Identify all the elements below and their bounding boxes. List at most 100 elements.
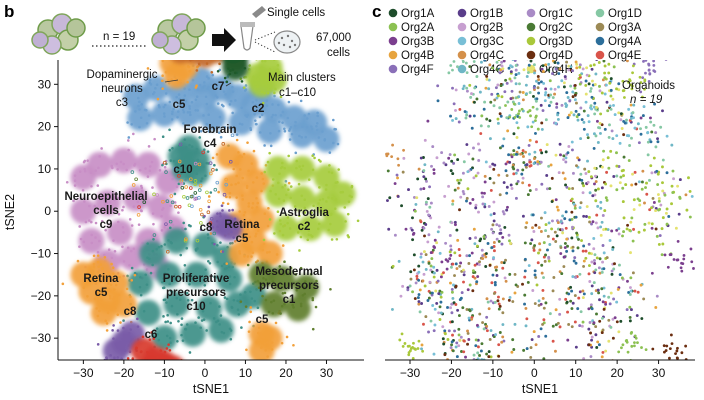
- data-point: [455, 355, 459, 359]
- legend-item: Org4G: [457, 64, 505, 76]
- data-point: [601, 158, 605, 162]
- data-point: [422, 322, 425, 326]
- cluster-points-c9: [65, 132, 187, 285]
- data-point: [448, 153, 452, 156]
- data-point: [180, 384, 183, 387]
- data-point: [228, 103, 232, 106]
- data-point: [422, 250, 426, 254]
- data-point: [597, 291, 601, 295]
- data-point: [228, 209, 231, 212]
- data-point: [312, 204, 315, 208]
- data-point: [344, 220, 347, 223]
- data-point: [427, 296, 431, 300]
- data-point: [511, 300, 515, 304]
- data-point: [480, 60, 483, 64]
- data-point: [631, 271, 635, 275]
- data-point: [422, 156, 425, 159]
- data-point: [539, 80, 543, 84]
- data-point: [181, 372, 184, 375]
- legend-item: Org1C: [526, 8, 573, 20]
- data-point: [680, 351, 684, 355]
- data-point: [180, 323, 183, 327]
- data-point: [169, 204, 172, 207]
- data-point: [177, 159, 182, 164]
- data-point: [151, 249, 155, 253]
- data-point: [250, 162, 254, 165]
- data-point: [482, 327, 486, 331]
- data-point: [132, 205, 136, 208]
- data-point: [293, 205, 297, 208]
- data-point: [498, 112, 502, 116]
- data-point: [429, 216, 433, 220]
- data-point: [566, 310, 570, 314]
- data-point: [514, 283, 518, 287]
- data-point: [678, 196, 682, 200]
- data-point: [126, 139, 130, 142]
- data-point: [254, 222, 257, 225]
- data-point: [330, 197, 334, 200]
- data-point: [493, 98, 497, 102]
- cluster-label-c10: c10: [173, 164, 192, 176]
- data-point: [426, 119, 430, 123]
- data-point: [258, 115, 262, 119]
- data-point: [505, 81, 509, 85]
- data-point: [449, 281, 452, 285]
- data-point: [180, 186, 185, 190]
- data-point: [489, 188, 493, 192]
- data-point: [539, 302, 543, 306]
- data-point: [412, 341, 415, 345]
- data-point: [487, 307, 491, 311]
- data-point: [617, 88, 621, 92]
- data-point: [482, 191, 486, 195]
- data-point: [468, 83, 472, 87]
- data-point: [119, 321, 122, 324]
- cluster-region: [260, 291, 287, 318]
- cluster-region: [179, 320, 206, 347]
- data-point: [257, 326, 261, 330]
- data-point: [107, 271, 110, 275]
- data-point: [680, 269, 684, 273]
- data-point: [246, 141, 249, 144]
- y-tick-label-b: 20: [38, 120, 52, 134]
- legend-swatch: [457, 8, 467, 18]
- data-point: [449, 244, 453, 248]
- data-point: [421, 349, 425, 353]
- data-point: [198, 207, 203, 212]
- data-point: [603, 64, 607, 68]
- data-point: [485, 74, 489, 78]
- legend-item: Org2C: [526, 22, 573, 34]
- data-point: [654, 227, 658, 231]
- data-point: [85, 274, 89, 277]
- cluster-region: [118, 244, 145, 271]
- data-point: [615, 151, 618, 155]
- data-point: [529, 242, 533, 246]
- data-point: [200, 177, 204, 180]
- data-point: [268, 218, 272, 221]
- data-point: [447, 156, 451, 160]
- data-point: [181, 52, 184, 55]
- data-point: [509, 64, 513, 68]
- data-point: [468, 376, 471, 379]
- data-point: [411, 290, 415, 294]
- data-point: [661, 181, 664, 185]
- data-point: [514, 152, 518, 156]
- data-point: [167, 268, 170, 271]
- data-point: [508, 115, 512, 119]
- data-point: [507, 298, 511, 302]
- data-point: [497, 307, 501, 311]
- data-point: [688, 189, 692, 193]
- data-point: [487, 78, 491, 82]
- data-point: [96, 270, 100, 274]
- data-point: [478, 148, 482, 152]
- data-point: [563, 246, 567, 249]
- data-point: [298, 249, 301, 252]
- data-point: [204, 95, 208, 99]
- data-point: [516, 179, 520, 183]
- data-point: [528, 91, 532, 94]
- data-point: [630, 331, 634, 334]
- organoid-island: [621, 64, 647, 99]
- data-point: [649, 116, 652, 120]
- data-point: [475, 244, 479, 248]
- data-point: [654, 209, 658, 213]
- data-point: [317, 158, 321, 162]
